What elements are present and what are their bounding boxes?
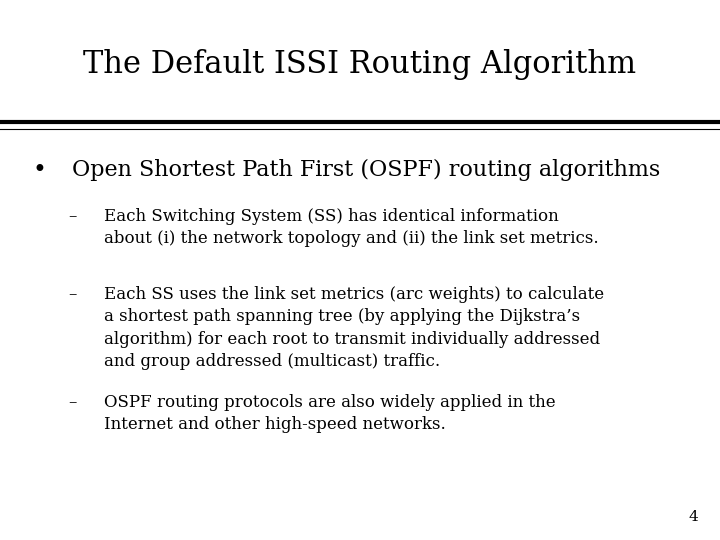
- Text: 4: 4: [688, 510, 698, 524]
- Text: –: –: [68, 394, 76, 411]
- Text: OSPF routing protocols are also widely applied in the
Internet and other high-sp: OSPF routing protocols are also widely a…: [104, 394, 556, 434]
- Text: Each Switching System (SS) has identical information
about (i) the network topol: Each Switching System (SS) has identical…: [104, 208, 599, 247]
- Text: –: –: [68, 286, 76, 303]
- Text: Each SS uses the link set metrics (arc weights) to calculate
a shortest path spa: Each SS uses the link set metrics (arc w…: [104, 286, 605, 370]
- Text: The Default ISSI Routing Algorithm: The Default ISSI Routing Algorithm: [84, 49, 636, 80]
- Text: –: –: [68, 208, 76, 225]
- Text: •: •: [32, 159, 47, 183]
- Text: Open Shortest Path First (OSPF) routing algorithms: Open Shortest Path First (OSPF) routing …: [72, 159, 660, 181]
